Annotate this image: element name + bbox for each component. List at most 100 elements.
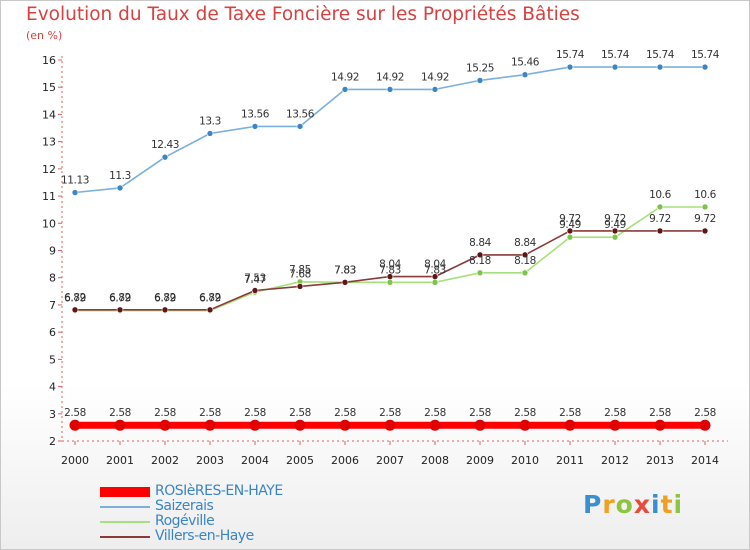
data-label-rog-ville: 6.79 (64, 293, 86, 305)
data-point-saizerais (71, 189, 79, 196)
data-point-villers-en-haye (341, 279, 349, 286)
data-label-rosi-res-en-haye: 2.58 (469, 407, 491, 419)
data-label-villers-en-haye: 9.72 (649, 213, 671, 225)
data-point-rog-ville (611, 233, 619, 241)
x-tick-label: 2012 (601, 454, 629, 467)
y-tick-label: 16 (42, 54, 56, 67)
y-tick-label: 14 (42, 108, 56, 121)
legend-item-rogeville: Rogéville (100, 514, 380, 529)
data-label-rog-ville: 7.85 (289, 264, 311, 276)
data-point-rog-ville (701, 203, 709, 211)
series-line-saizerais (74, 66, 705, 194)
data-label-saizerais: 15.74 (556, 49, 585, 61)
logo-letter: t (660, 490, 674, 519)
data-point-rosi-res-en-haye (474, 419, 486, 431)
y-tick-label: 9 (49, 245, 56, 258)
data-label-villers-en-haye: 6.82 (109, 292, 131, 304)
legend-swatch-saizerais (100, 506, 150, 508)
data-point-rosi-res-en-haye (429, 419, 441, 431)
data-point-villers-en-haye (386, 273, 394, 280)
data-point-villers-en-haye (656, 227, 664, 235)
data-label-villers-en-haye: 9.72 (694, 213, 716, 225)
y-tick-label: 2 (49, 435, 56, 448)
data-label-rog-ville: 7.47 (244, 274, 266, 286)
data-point-rosi-res-en-haye (654, 419, 666, 431)
legend-swatch-rogeville (100, 521, 150, 523)
data-label-rosi-res-en-haye: 2.58 (694, 407, 716, 419)
x-tick-label: 2007 (376, 454, 404, 467)
data-label-villers-en-haye: 9.72 (604, 213, 626, 225)
data-label-rosi-res-en-haye: 2.58 (424, 407, 446, 419)
data-label-saizerais: 12.43 (151, 139, 179, 151)
data-point-saizerais (431, 86, 439, 93)
logo-letter: x (633, 490, 651, 519)
logo-letter: i (673, 490, 684, 519)
x-tick-label: 2005 (286, 454, 314, 467)
legend-label-rosieres: ROSIèRES-EN-HAYE (155, 483, 283, 499)
data-label-rog-ville: 8.18 (514, 255, 536, 267)
data-point-villers-en-haye (296, 283, 304, 290)
data-point-rog-ville (476, 269, 484, 277)
data-label-rosi-res-en-haye: 2.58 (559, 407, 581, 419)
data-point-saizerais (656, 63, 664, 71)
x-tick-label: 2011 (556, 454, 584, 467)
y-tick-label: 3 (49, 408, 56, 421)
data-point-villers-en-haye (701, 227, 709, 235)
data-label-rosi-res-en-haye: 2.58 (199, 407, 221, 419)
data-label-villers-en-haye: 8.04 (424, 259, 446, 271)
data-label-villers-en-haye: 6.82 (154, 292, 176, 304)
legend-item-rosieres: ROSIèRES-EN-HAYE (100, 484, 380, 499)
y-axis-unit: (en %) (26, 29, 63, 42)
legend-swatch-rosieres (100, 487, 150, 497)
legend-item-saizerais: Saizerais (100, 499, 380, 514)
data-label-saizerais: 14.92 (421, 71, 449, 83)
data-label-rog-ville: 8.18 (469, 255, 491, 267)
data-label-saizerais: 14.92 (331, 71, 359, 83)
data-label-rosi-res-en-haye: 2.58 (604, 407, 626, 419)
data-point-rosi-res-en-haye (609, 419, 621, 431)
data-label-saizerais: 15.74 (601, 49, 630, 61)
data-point-saizerais (251, 123, 259, 130)
data-label-villers-en-haye: 7.83 (334, 264, 356, 276)
data-point-villers-en-haye (521, 251, 529, 259)
data-label-rog-ville: 9.49 (604, 219, 626, 231)
data-label-saizerais: 15.25 (466, 62, 494, 74)
chart-title: Evolution du Taux de Taxe Foncière sur l… (26, 4, 580, 25)
data-label-rog-ville: 10.6 (694, 189, 716, 201)
x-tick-label: 2003 (196, 454, 224, 467)
data-point-rosi-res-en-haye (114, 419, 126, 431)
logo-letter: o (615, 490, 634, 519)
data-point-saizerais (206, 130, 214, 137)
data-label-villers-en-haye: 6.82 (199, 292, 221, 304)
y-tick-label: 13 (42, 136, 56, 149)
data-point-rosi-res-en-haye (204, 419, 216, 431)
legend-label-rogeville: Rogéville (155, 513, 215, 529)
data-point-villers-en-haye (611, 227, 619, 235)
data-label-rosi-res-en-haye: 2.58 (244, 407, 266, 419)
y-tick-label: 5 (49, 353, 56, 366)
data-label-saizerais: 15.46 (511, 57, 540, 69)
x-tick-label: 2002 (151, 454, 179, 467)
data-point-villers-en-haye (431, 273, 439, 280)
data-point-rosi-res-en-haye (159, 419, 171, 431)
data-point-rog-ville (566, 233, 574, 241)
y-tick-label: 7 (49, 299, 56, 312)
legend-label-villers: Villers-en-Haye (155, 528, 254, 544)
data-point-saizerais (341, 86, 349, 93)
data-point-villers-en-haye (476, 251, 484, 259)
data-label-saizerais: 13.3 (199, 115, 221, 127)
data-point-rosi-res-en-haye (519, 419, 531, 431)
axes: 2 3 4 5 6 7 8 9 10 11 12 13 14 15 16 2000 2001 2002 2003 20… (42, 54, 728, 467)
y-tick-label: 10 (42, 217, 56, 230)
data-point-rosi-res-en-haye (699, 419, 711, 431)
data-point-villers-en-haye (161, 306, 169, 314)
x-tick-label: 2001 (106, 454, 134, 467)
x-tick-label: 2010 (511, 454, 539, 467)
data-label-rosi-res-en-haye: 2.58 (109, 407, 131, 419)
data-label-saizerais: 13.56 (286, 108, 315, 120)
data-label-rog-ville: 7.83 (334, 264, 356, 276)
data-point-saizerais (521, 71, 529, 78)
data-label-saizerais: 11.3 (109, 170, 131, 182)
